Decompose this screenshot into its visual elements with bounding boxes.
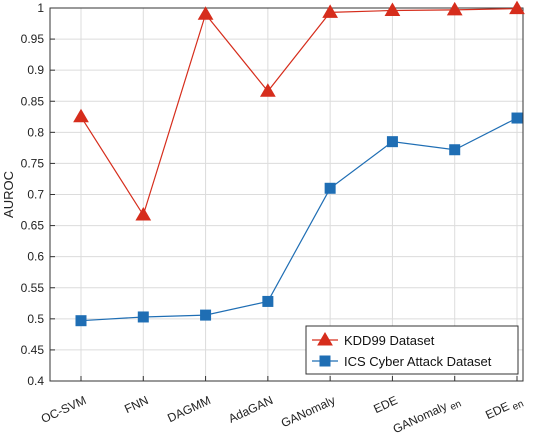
triangle-marker — [384, 2, 401, 16]
series-line — [80, 8, 518, 217]
triangle-marker — [73, 108, 89, 123]
y-axis-ticks: 0.4 0.45 0.5 0.55 0.6 0.65 0.7 0.75 0.8 0.85 0.9 0.… — [21, 1, 55, 388]
y-tick-label: 0.75 — [21, 156, 45, 170]
x-tick-label: GANomaly — [279, 393, 337, 430]
grid-lines — [50, 7, 523, 382]
series-line — [80, 117, 518, 322]
series-group — [73, 0, 525, 327]
x-tick-label-text: OC-SVM — [39, 393, 88, 426]
y-tick-label: 0.45 — [21, 343, 45, 357]
triangle-marker — [197, 6, 214, 20]
y-tick-label: 0.95 — [21, 32, 45, 46]
triangle-marker — [259, 83, 276, 97]
y-tick-label: 0.9 — [27, 63, 44, 77]
triangle-marker — [322, 4, 339, 18]
square-marker — [319, 355, 331, 367]
x-tick-label-subscript: en — [511, 398, 526, 413]
x-tick-label-text: FNN — [122, 393, 150, 416]
y-tick-label: 0.4 — [27, 374, 44, 388]
y-tick-label: 0.5 — [27, 312, 44, 326]
x-tick-label: AdaGAN — [226, 393, 275, 426]
triangle-marker — [135, 207, 152, 221]
series-triangle — [73, 0, 525, 221]
y-tick-label: 0.65 — [21, 219, 45, 233]
x-tick-label-text: GANomaly — [279, 393, 337, 430]
y-tick-label: 0.85 — [21, 94, 45, 108]
x-tick-label: FNN — [122, 393, 150, 416]
triangle-marker — [446, 1, 463, 16]
x-tick-label: EDE — [371, 393, 399, 416]
y-tick-label: 0.55 — [21, 281, 45, 295]
square-marker — [200, 309, 212, 321]
y-tick-label: 0.8 — [27, 125, 44, 139]
x-tick-label-text: AdaGAN — [226, 393, 275, 426]
x-tick-label-text: GANomaly — [391, 399, 449, 434]
legend-label: ICS Cyber Attack Dataset — [344, 354, 492, 369]
x-axis-ticks: OC-SVM FNN DAGMM AdaGAN GANomaly EDEGANomalye… — [39, 376, 526, 434]
x-tick-label: EDEen — [483, 393, 525, 425]
square-marker — [137, 311, 149, 323]
y-tick-label: 0.6 — [27, 250, 44, 264]
x-tick-label-subscript: en — [449, 398, 464, 413]
square-marker — [449, 144, 461, 156]
triangle-marker — [317, 332, 333, 346]
x-tick-label: OC-SVM — [39, 393, 88, 426]
triangle-marker — [509, 0, 525, 15]
legend-box — [305, 325, 519, 375]
x-tick-label-text: EDE — [371, 393, 399, 416]
legend-label: KDD99 Dataset — [344, 333, 435, 348]
square-marker — [511, 112, 523, 124]
square-marker — [386, 136, 398, 148]
square-marker — [324, 182, 336, 194]
y-axis-label: AUROC — [1, 171, 16, 218]
x-tick-label-text: DAGMM — [165, 393, 213, 425]
x-tick-label: GANomalyen — [391, 393, 464, 434]
y-tick-label: 0.7 — [27, 188, 44, 202]
y-tick-label: 1 — [37, 1, 44, 15]
legend: KDD99 Dataset ICS Cyber Attack Dataset — [305, 325, 519, 375]
square-marker — [75, 315, 87, 327]
x-tick-label-text: EDE — [483, 399, 511, 422]
series-square — [75, 112, 523, 327]
x-tick-label: DAGMM — [165, 393, 213, 425]
square-marker — [262, 295, 274, 307]
